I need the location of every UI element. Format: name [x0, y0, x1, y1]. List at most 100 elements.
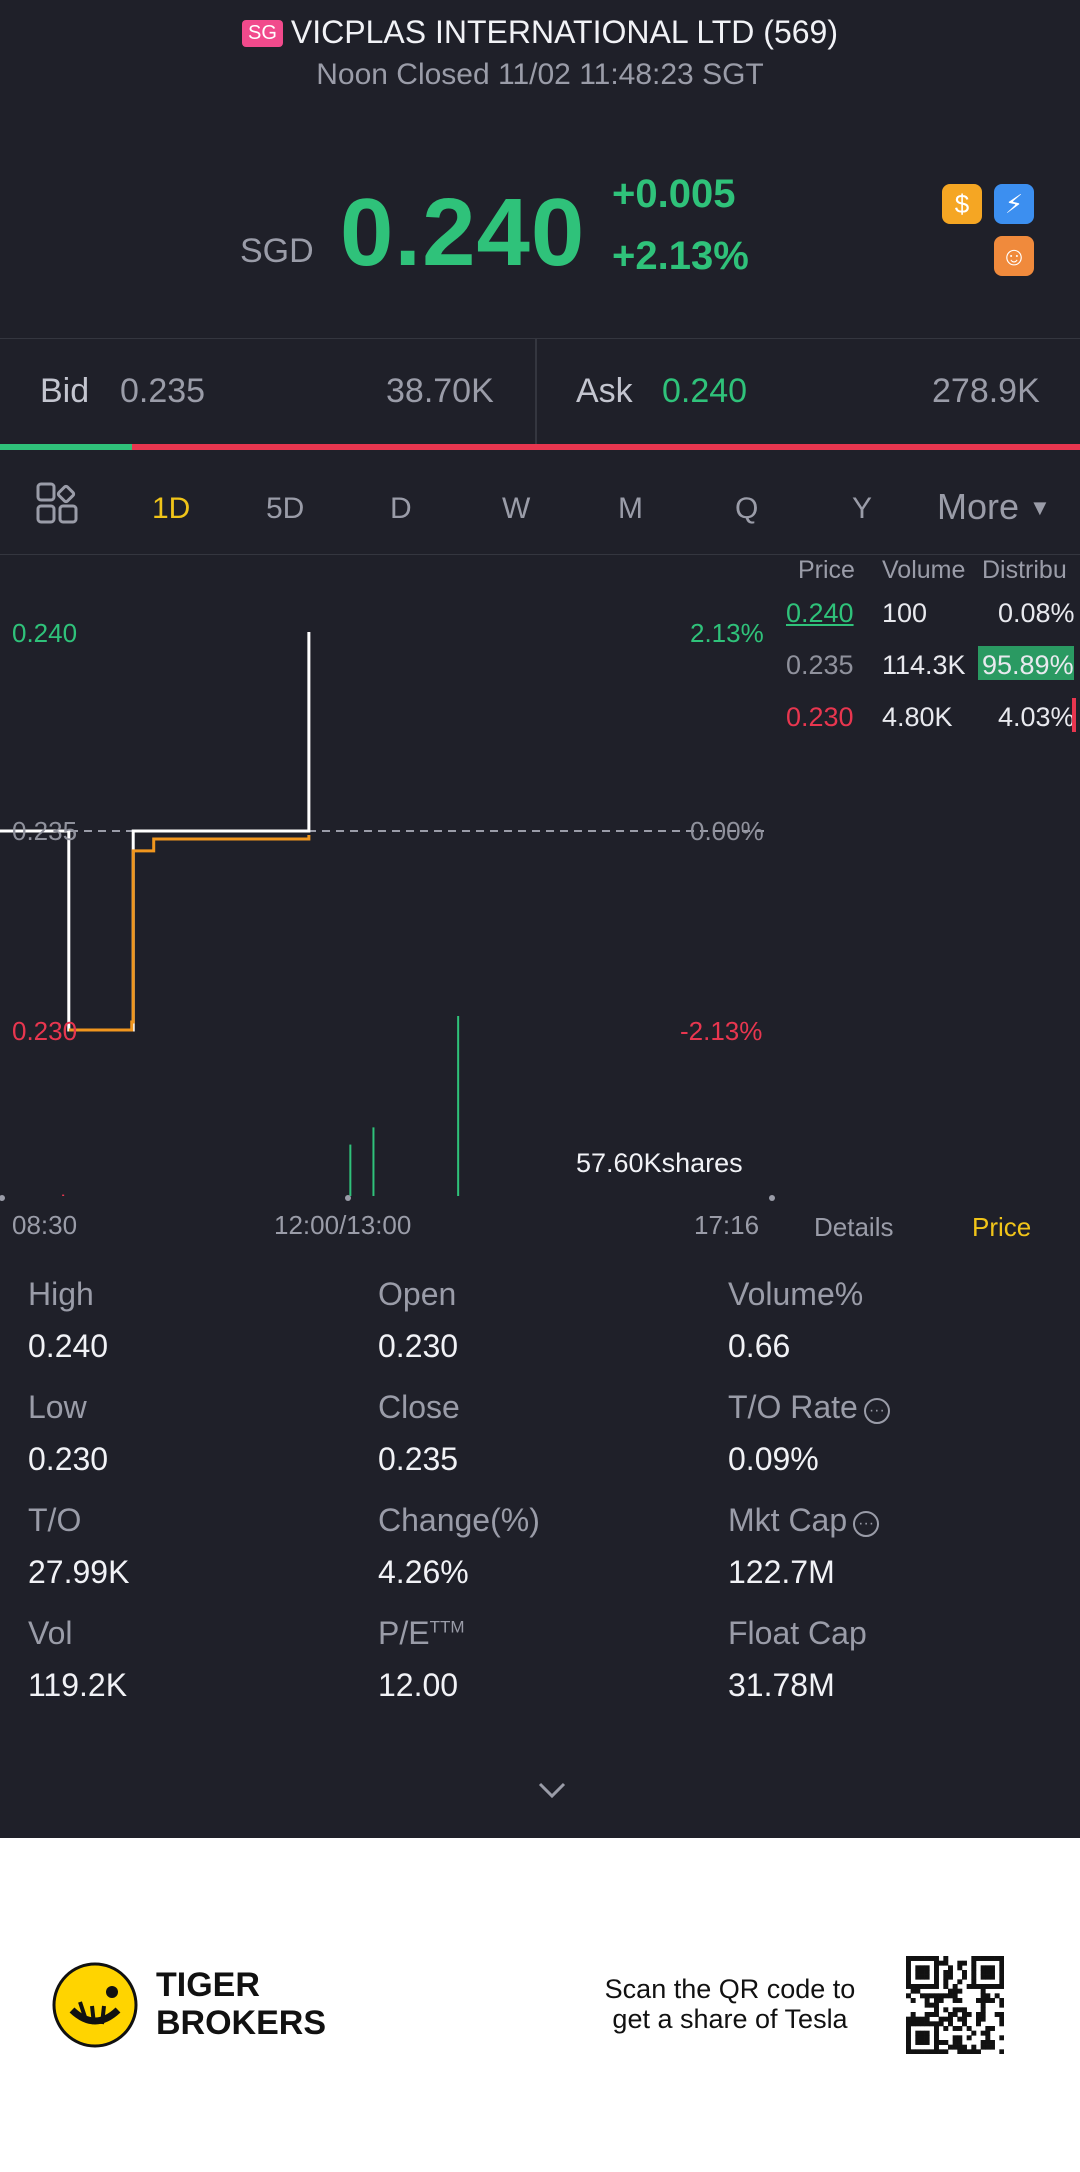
qr-module	[957, 2049, 963, 2055]
tab-price[interactable]: Price	[972, 1212, 1032, 1242]
stock-title: SG VICPLAS INTERNATIONAL LTD (569)	[0, 14, 1080, 51]
pct-label-top: 2.13%	[690, 618, 764, 648]
info-icon[interactable]: ···	[863, 1398, 890, 1424]
qr-module	[906, 1956, 911, 1961]
qr-module	[929, 2012, 935, 2017]
qr-module	[957, 1979, 963, 1985]
qr-module	[906, 1993, 911, 1999]
qr-module	[910, 2049, 916, 2055]
tab-w[interactable]: W	[502, 492, 531, 525]
x-label-mid: 12:00/13:00	[274, 1210, 412, 1240]
qr-module	[934, 1956, 939, 1961]
qr-module	[934, 2002, 939, 2008]
qr-module	[990, 2026, 995, 2031]
tab-y[interactable]: Y	[852, 492, 873, 525]
qr-module	[976, 2012, 981, 2017]
pe-suffix: TTM	[429, 1617, 465, 1637]
tab-details[interactable]: Details	[814, 1212, 894, 1242]
tab-q[interactable]: Q	[735, 492, 759, 525]
info-icon[interactable]: ···	[853, 1511, 880, 1537]
qr-module	[915, 2035, 921, 2041]
qr-module	[990, 2040, 995, 2045]
qr-module	[920, 1970, 925, 1975]
qr-module	[934, 2026, 939, 2031]
qr-module	[985, 2040, 991, 2045]
qr-module	[906, 1974, 911, 1980]
intraday-chart[interactable]	[0, 556, 780, 1226]
qr-module	[999, 2049, 1005, 2055]
qr-module	[920, 1984, 925, 1989]
qr-module	[920, 2016, 925, 2022]
robot-icon[interactable]: ☺	[994, 236, 1034, 276]
qr-module	[943, 2040, 949, 2045]
qr-module	[934, 1998, 939, 2003]
qr-module	[948, 2012, 953, 2017]
stat-value: 122.7M	[728, 1554, 835, 1590]
qr-module	[980, 1993, 986, 1999]
tab-5d[interactable]: 5D	[266, 492, 305, 525]
dist-share-bar	[1072, 698, 1076, 732]
expand-chevron-icon[interactable]	[534, 1778, 570, 1802]
qr-module	[924, 1965, 930, 1971]
qr-module	[915, 2016, 921, 2022]
pct-label-mid: 0.00%	[690, 816, 764, 846]
dist-pct: 4.03%	[998, 702, 1075, 732]
bid-label: Bid	[40, 372, 90, 410]
series-line-1	[68, 834, 311, 1032]
qr-module	[934, 1984, 939, 1989]
tab-1d[interactable]: 1D	[152, 492, 191, 525]
tab-d[interactable]: D	[390, 492, 412, 525]
qr-module	[943, 1993, 949, 1999]
qr-module	[980, 1970, 986, 1975]
bid-size: 38.70K	[386, 372, 494, 410]
qr-module	[906, 2021, 911, 2027]
qr-module	[957, 2044, 963, 2050]
order-book-divider	[535, 338, 537, 446]
qr-module	[957, 2035, 963, 2041]
qr-module	[948, 1993, 953, 1999]
qr-module	[934, 1979, 939, 1985]
ask-size: 278.9K	[932, 372, 1040, 410]
qr-module	[915, 2030, 921, 2036]
qr-code[interactable]	[906, 1956, 1005, 2055]
qr-module	[985, 1984, 991, 1989]
qr-module	[957, 2026, 963, 2031]
tab-more[interactable]: More ▼	[937, 486, 1051, 528]
qr-module	[906, 1960, 911, 1966]
qr-module	[938, 1960, 944, 1966]
qr-module	[952, 2040, 958, 2045]
grid-icon[interactable]	[36, 482, 80, 526]
qr-module	[906, 1970, 911, 1975]
qr-module	[999, 1979, 1005, 1985]
caret-down-icon: ▼	[1029, 495, 1051, 520]
x-label-end: 17:16	[694, 1210, 760, 1240]
qr-module	[999, 1998, 1005, 2003]
qr-module	[920, 1974, 925, 1980]
qr-module	[994, 2012, 1000, 2017]
stat-value: 27.99K	[28, 1554, 130, 1590]
stat-label: Mkt Cap	[728, 1502, 848, 1538]
qr-module	[934, 2040, 939, 2045]
qr-module	[924, 2012, 930, 2017]
qr-module	[966, 2026, 972, 2031]
qr-module	[934, 1960, 939, 1966]
ask-ratio-bar	[132, 444, 1080, 450]
tab-m[interactable]: M	[618, 492, 643, 525]
qr-module	[915, 2021, 921, 2027]
qr-module	[985, 1998, 991, 2003]
stat-label: Close	[378, 1389, 460, 1425]
qr-module	[976, 2016, 981, 2022]
qr-module	[952, 1993, 958, 1999]
stat-label: Low	[28, 1389, 87, 1425]
qr-module	[952, 1998, 958, 2003]
qr-module	[924, 2016, 930, 2022]
dollar-icon[interactable]: $	[942, 184, 982, 224]
qr-module	[990, 2044, 995, 2050]
qr-module	[990, 1974, 995, 1980]
qr-module	[924, 2021, 930, 2027]
lightning-icon[interactable]: ⚡	[994, 184, 1034, 224]
qr-module	[962, 1974, 967, 1980]
stat-value: 0.235	[378, 1441, 459, 1477]
qr-module	[920, 2035, 925, 2041]
dist-share-bar	[978, 646, 1074, 680]
